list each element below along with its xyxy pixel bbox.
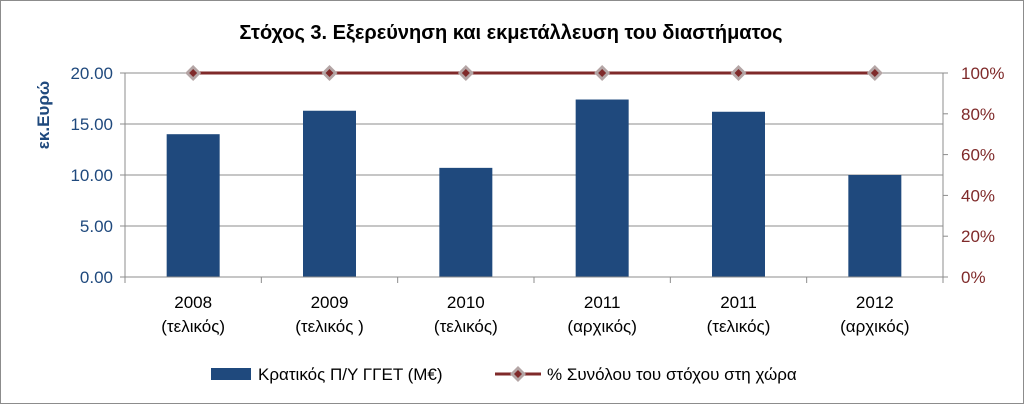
x-tick-label: (τελικός) <box>434 317 498 336</box>
legend-label-line: % Συνόλου του στόχου στη χώρα <box>547 365 797 384</box>
gridlines <box>125 72 943 227</box>
line-marker-core <box>325 69 334 77</box>
y-axis-label: εκ.Ευρώ <box>34 81 53 149</box>
x-tick-label: 2008 <box>174 293 212 312</box>
line-marker-core <box>189 69 198 77</box>
bar <box>712 111 765 277</box>
x-tick-label: (τελικός) <box>707 317 771 336</box>
y-tick-label: 5.00 <box>80 217 113 236</box>
y2-tick-label: 60% <box>961 146 995 165</box>
legend-swatch-bar <box>211 368 251 380</box>
bar <box>575 99 629 278</box>
bar <box>439 167 493 277</box>
x-tick-label: (τελικός ) <box>295 317 364 336</box>
axes: 0.00 5.00 10.00 15.00 20.00 0% 20% 40% 60% 80% 100… <box>70 64 1004 336</box>
line-marker-core <box>598 69 607 77</box>
x-tick-label: 2011 <box>720 293 757 312</box>
x-tick-label: 2011 <box>584 293 621 312</box>
y2-tick-label: 40% <box>961 186 995 205</box>
x-tick-label: (αρχικός) <box>567 317 636 336</box>
legend-marker-core <box>514 370 522 378</box>
line-series <box>185 65 883 81</box>
x-tick-label: (τελικός) <box>161 317 225 336</box>
y2-tick-label: 20% <box>961 227 995 246</box>
x-tick-label: 2012 <box>856 293 894 312</box>
y-tick-label: 15.00 <box>70 115 113 134</box>
bar <box>848 175 902 277</box>
x-tick-label: 2009 <box>311 293 349 312</box>
x-tick-label: (αρχικός) <box>840 317 909 336</box>
y-tick-label: 0.00 <box>80 268 113 287</box>
line-marker-core <box>870 69 879 77</box>
bar <box>303 110 356 278</box>
y-tick-label: 20.00 <box>70 64 113 83</box>
y2-tick-label: 0% <box>961 268 986 287</box>
y2-tick-label: 100% <box>961 64 1004 83</box>
y-tick-label: 10.00 <box>70 166 113 185</box>
legend-label-bar: Κρατικός Π/Υ ΓΓΕΤ (Μ€) <box>258 365 443 384</box>
line-marker-core <box>461 69 470 77</box>
y2-tick-label: 80% <box>961 105 995 124</box>
x-tick-label: 2010 <box>447 293 485 312</box>
bar-series <box>166 99 902 278</box>
legend: Κρατικός Π/Υ ΓΓΕΤ (Μ€) % Συνόλου του στόχ… <box>211 365 797 384</box>
chart-title: Στόχος 3. Εξερεύνηση και εκμετάλλευση το… <box>239 22 782 44</box>
line-marker-core <box>734 69 743 77</box>
bar <box>166 134 220 277</box>
